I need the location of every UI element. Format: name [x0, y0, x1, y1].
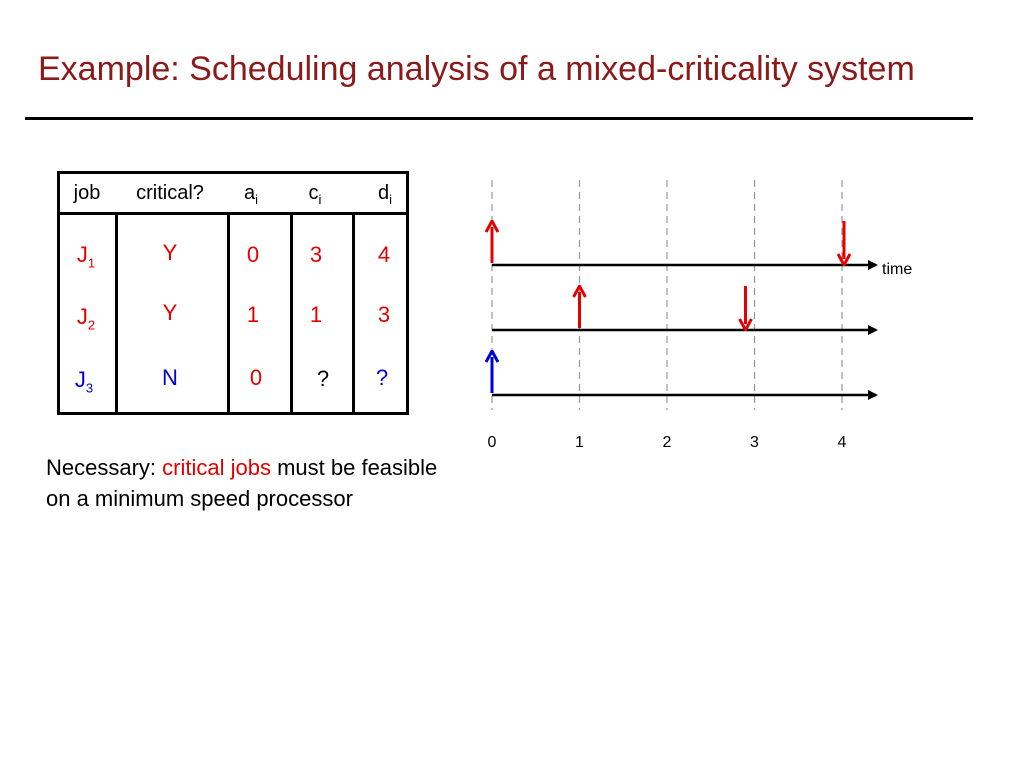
critical-jobs-highlight: critical jobs	[162, 455, 271, 480]
tick-label: 0	[488, 434, 497, 451]
row2-cost: 1	[309, 302, 323, 327]
row1-job: J1	[76, 242, 96, 271]
header-deadline: di	[377, 182, 393, 207]
title-divider	[25, 117, 973, 120]
time-axis-label: time	[882, 261, 912, 278]
row2-job: J2	[76, 304, 96, 333]
tick-label: 4	[838, 434, 847, 451]
necessary-condition-note: Necessary: critical jobs must be feasibl…	[46, 455, 438, 511]
row3-arrival: 0	[249, 365, 263, 390]
row3-cost: ?	[316, 366, 330, 391]
column-divider	[227, 212, 230, 412]
column-divider	[352, 212, 355, 412]
column-divider	[115, 212, 118, 412]
row3-deadline: ?	[375, 365, 389, 390]
header-arrival: ai	[243, 182, 259, 207]
row2-arrival: 1	[246, 302, 260, 327]
header-divider	[60, 212, 406, 215]
row1-arrival: 0	[246, 242, 260, 267]
slide-title: Example: Scheduling analysis of a mixed-…	[38, 50, 915, 88]
row1-deadline: 4	[377, 242, 391, 267]
row2-critical: Y	[162, 300, 178, 325]
row1-cost: 3	[309, 242, 323, 267]
tick-label: 3	[750, 434, 759, 451]
tick-label: 2	[663, 434, 672, 451]
header-cost: ci	[308, 182, 322, 207]
column-divider	[290, 212, 293, 412]
row3-critical: N	[162, 365, 178, 390]
tick-label: 1	[575, 434, 584, 451]
header-critical: critical?	[136, 182, 204, 204]
row1-critical: Y	[162, 240, 178, 265]
header-job: job	[73, 182, 101, 204]
row3-job: J3	[74, 367, 94, 396]
row2-deadline: 3	[377, 302, 391, 327]
job-table: job critical? ai ci di J1 Y 0 3 4 J2 Y 1…	[57, 171, 409, 415]
